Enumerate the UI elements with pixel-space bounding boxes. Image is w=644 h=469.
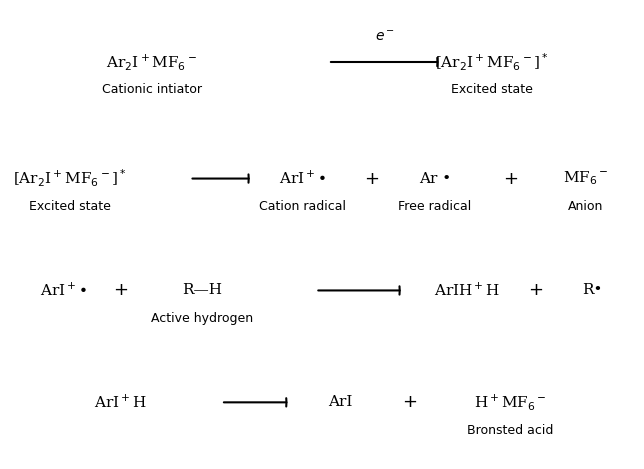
Text: Active hydrogen: Active hydrogen: [151, 312, 253, 325]
Text: [Ar$_2$I$^+$MF$_6$$^-$]$^*$: [Ar$_2$I$^+$MF$_6$$^-$]$^*$: [13, 168, 127, 189]
Text: [Ar$_2$I$^+$MF$_6$$^-$]$^*$: [Ar$_2$I$^+$MF$_6$$^-$]$^*$: [435, 51, 549, 73]
Text: Ar •: Ar •: [419, 172, 451, 186]
Text: ArI: ArI: [328, 395, 353, 409]
Text: R•: R•: [582, 283, 603, 297]
Text: ArIH$^+$H: ArIH$^+$H: [433, 282, 499, 299]
Text: Anion: Anion: [568, 200, 603, 213]
Text: Cationic intiator: Cationic intiator: [102, 83, 202, 97]
Text: Excited state: Excited state: [29, 200, 111, 213]
Text: +: +: [402, 393, 417, 411]
Text: H$^+$MF$_6$$^-$: H$^+$MF$_6$$^-$: [474, 393, 547, 412]
Text: e$^-$: e$^-$: [375, 30, 395, 43]
Text: MF$_6$$^-$: MF$_6$$^-$: [564, 170, 609, 188]
Text: ArI$^+$H: ArI$^+$H: [94, 393, 147, 411]
Text: Bronsted acid: Bronsted acid: [468, 424, 554, 437]
Text: Free radical: Free radical: [399, 200, 471, 213]
Text: Ar$_2$I$^+$MF$_6$$^-$: Ar$_2$I$^+$MF$_6$$^-$: [106, 52, 198, 72]
Text: ArI$^+$•: ArI$^+$•: [279, 170, 327, 187]
Text: Excited state: Excited state: [451, 83, 533, 97]
Text: +: +: [113, 281, 128, 299]
Text: +: +: [365, 170, 379, 188]
Text: R—H: R—H: [182, 283, 222, 297]
Text: ArI$^+$•: ArI$^+$•: [41, 282, 87, 299]
Text: Cation radical: Cation radical: [260, 200, 346, 213]
Text: +: +: [528, 281, 543, 299]
Text: +: +: [503, 170, 518, 188]
